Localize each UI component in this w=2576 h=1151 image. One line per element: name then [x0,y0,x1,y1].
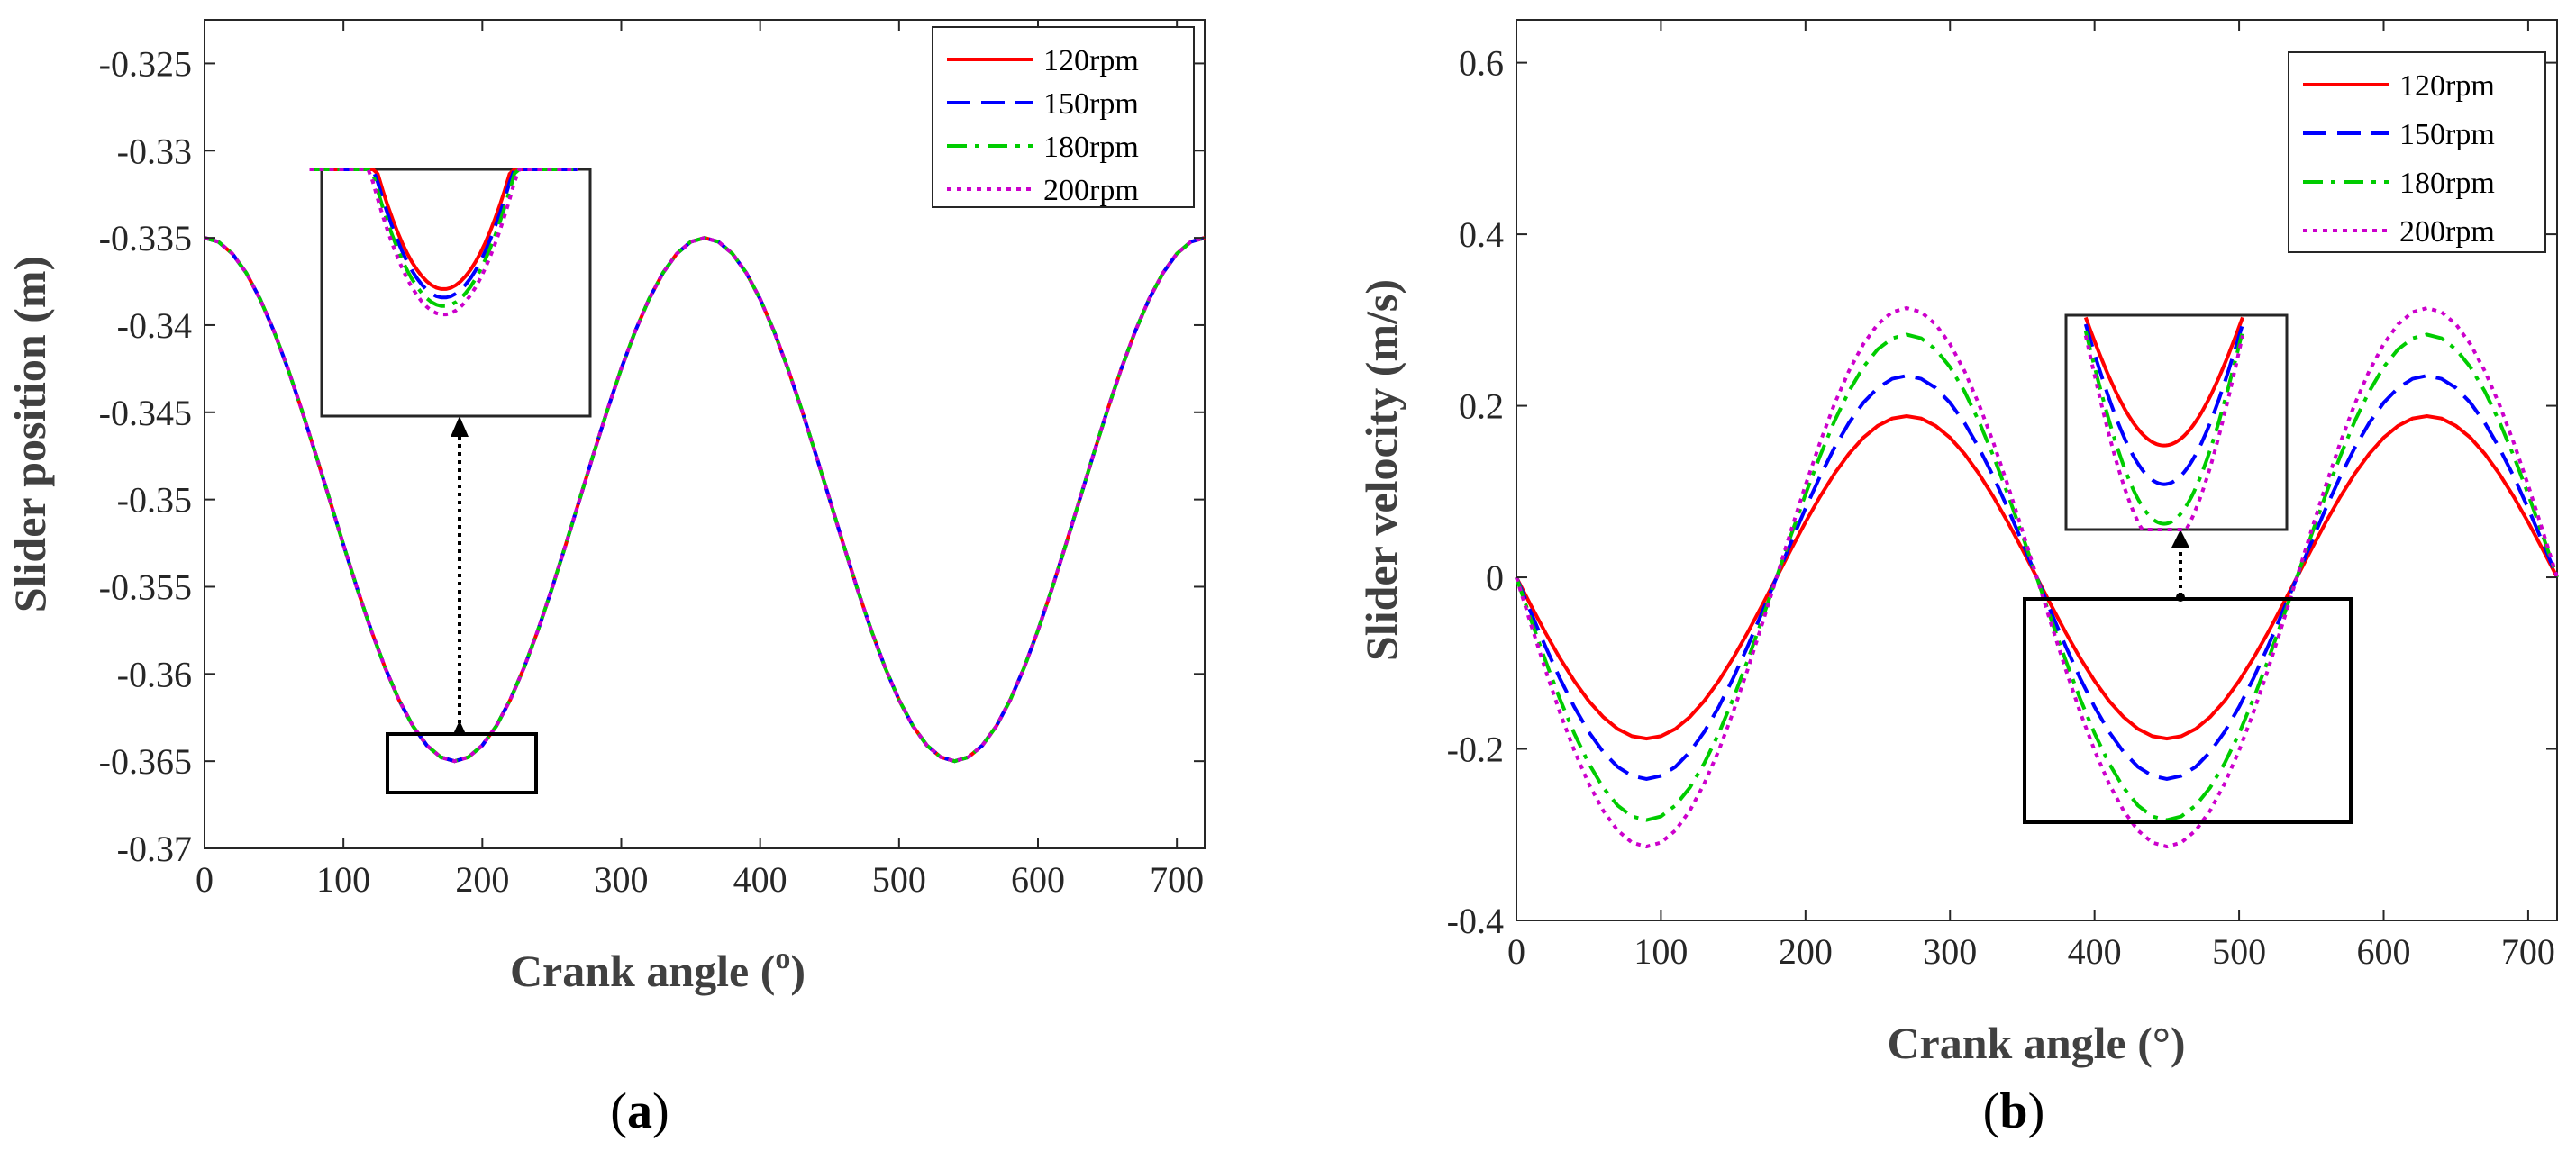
chart-b-x-tick-label: 0 [1507,931,1525,972]
chart-b-y-tick-label: 0 [1486,557,1504,598]
chart-a-curves [204,236,1206,764]
chart-b-x-tick-label: 500 [2212,931,2266,972]
chart-a-y-tick-label: -0.365 [99,741,192,782]
chart-b-x-ticks: 0 100 200 300 400 500 600 700 [1507,20,2555,972]
chart-b-caption: (b) [1983,1083,2044,1139]
chart-b-x-tick-label: 300 [1923,931,1977,972]
chart-a-x-tick-label: 0 [196,859,214,900]
chart-b-x-axis-title: Crank angle (°) [1887,1018,2185,1068]
chart-a-x-tick-label: 300 [595,859,649,900]
chart-b-x-tick-label: 100 [1634,931,1688,972]
chart-a-series-200rpm [204,236,1206,764]
chart-b-y-tick-label: -0.4 [1447,901,1504,941]
chart-a-y-tick-label: -0.355 [99,566,192,607]
chart-a-x-tick-label: 500 [872,859,926,900]
chart-b-inset-series-120rpm [2083,316,2244,448]
chart-a-legend-label-120rpm: 120rpm [1043,44,1139,77]
chart-a-inset-series-180rpm [309,168,578,308]
chart-a-y-ticks: -0.37 -0.365 -0.36 -0.355 -0.35 -0.345 -0.34 -0… [99,43,1205,869]
chart-b-y-tick-label: 0.4 [1459,214,1504,255]
chart-a-x-axis-title: Crank angle (o) [510,942,806,996]
chart-a-y-tick-label: -0.325 [99,43,192,84]
chart-a-legend-box [932,26,1195,208]
chart-a-x-tick-label: 100 [316,859,370,900]
chart-a-inset-curves [309,168,578,317]
chart-b-x-tick-label: 200 [1779,931,1833,972]
chart-a-legend-label-150rpm: 150rpm [1043,87,1139,121]
chart-b-curves [1515,305,2559,849]
chart-b: 0 100 200 300 400 500 600 700 -0.4 -0.2 0 0.2 0.4 0.… [1356,19,2559,1139]
chart-a-x-tick-label: 400 [733,859,787,900]
chart-a-x-tick-label: 600 [1011,859,1065,900]
chart-b-y-axis-title: Slider velocity (m/s) [1356,279,1406,661]
chart-b-series-200rpm [1515,305,2559,849]
chart-a-y-tick-label: -0.33 [117,131,192,171]
chart-a-inset-series-200rpm [309,168,578,317]
chart-b-x-tick-label: 600 [2357,931,2411,972]
chart-a-y-tick-label: -0.335 [99,218,192,258]
chart-a-y-tick-label: -0.345 [99,393,192,433]
chart-a: 0 100 200 300 400 500 600 700 -0.37-0.365-0.36-… [5,19,1206,1139]
chart-a-x-ticks: 0 100 200 300 400 500 600 700 [196,20,1204,900]
chart-b-legend-label-200rpm: 200rpm [2399,215,2495,249]
chart-a-zoom-arrow-head-top [451,416,469,437]
chart-b-y-tick-label: 0.2 [1459,386,1504,427]
chart-b-inset-series-200rpm [2083,335,2244,531]
chart-a-x-tick-label: 700 [1150,859,1204,900]
chart-b-inset-series-180rpm [2083,331,2244,526]
chart-a-y-tick-label: -0.34 [117,305,192,346]
chart-b-series-150rpm [1515,374,2559,781]
chart-a-y-tick-label: -0.36 [117,654,192,694]
chart-b-zoom-arrow-head-top [2171,530,2189,548]
chart-b-legend-label-120rpm: 120rpm [2399,69,2495,103]
chart-b-y-ticks: -0.4 -0.2 0 0.2 0.4 0.6 [1447,43,2557,941]
chart-a-x-tick-label: 200 [455,859,509,900]
chart-a-inset [320,168,592,418]
chart-a-legend-label-180rpm: 180rpm [1043,131,1139,164]
chart-b-inset-curves [2083,316,2244,531]
chart-b-y-tick-label: 0.6 [1459,43,1504,84]
chart-a-caption: (a) [610,1083,669,1139]
chart-b-y-tick-label: -0.2 [1447,730,1504,770]
chart-b-legend-label-180rpm: 180rpm [2399,167,2495,200]
chart-a-legend: 120rpm 150rpm 180rpm 200rpm [932,26,1195,208]
chart-a-legend-label-200rpm: 200rpm [1043,174,1139,207]
chart-a-y-tick-label: -0.35 [117,480,192,521]
chart-b-zoom-arrow-tail [2176,593,2185,602]
chart-a-zoom-arrow-head-bottom [453,721,466,734]
chart-b-inset-series-150rpm [2083,323,2244,486]
chart-b-legend: 120rpm 150rpm 180rpm 200rpm [2288,51,2546,253]
chart-b-zoom-region [2023,597,2353,824]
chart-a-y-axis-title: Slider position (m) [5,256,55,612]
chart-a-y-tick-label: -0.37 [117,829,192,869]
chart-b-x-tick-label: 400 [2068,931,2122,972]
chart-b-x-tick-label: 700 [2501,931,2555,972]
chart-b-inset [2064,313,2289,531]
chart-b-legend-label-150rpm: 150rpm [2399,118,2495,151]
